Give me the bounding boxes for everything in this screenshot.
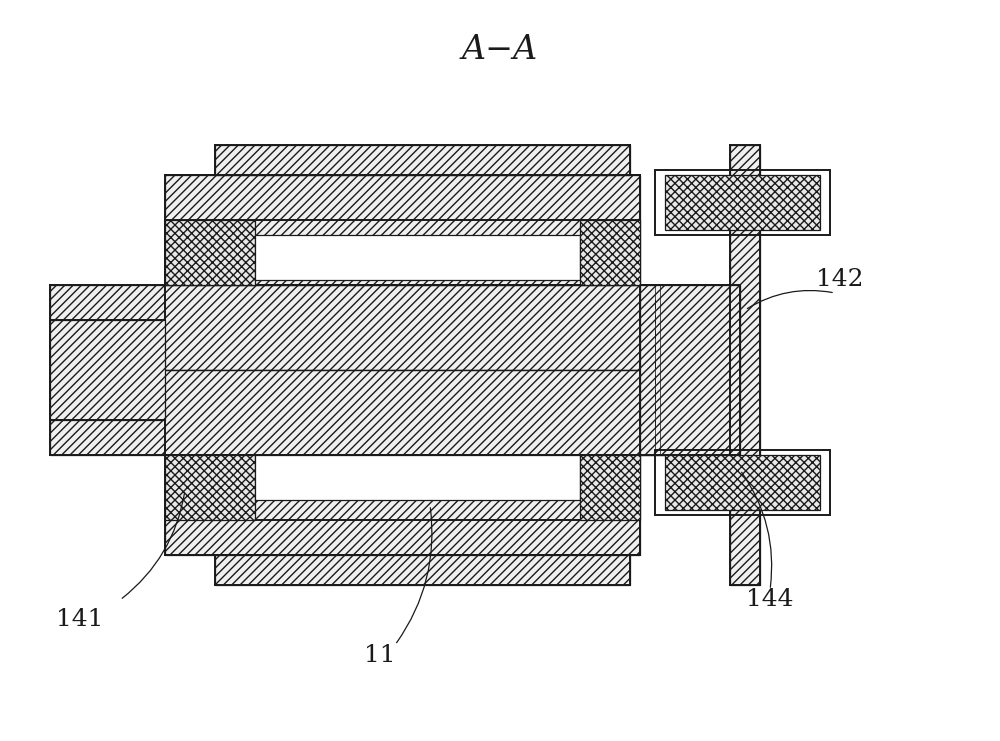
Bar <box>165 455 640 555</box>
Bar <box>50 370 730 455</box>
Bar <box>50 320 165 420</box>
Bar <box>215 555 630 585</box>
Bar <box>730 145 760 585</box>
Bar <box>665 175 820 230</box>
Bar <box>580 455 640 520</box>
Bar <box>640 285 740 455</box>
Bar <box>165 455 255 520</box>
Bar <box>665 455 820 510</box>
Bar <box>255 235 580 280</box>
Bar <box>165 220 255 285</box>
Text: A−A: A−A <box>462 34 538 66</box>
Bar <box>255 455 580 500</box>
Bar <box>580 220 640 285</box>
Text: 11: 11 <box>364 643 396 666</box>
Text: 144: 144 <box>746 588 794 611</box>
Bar <box>655 450 830 515</box>
Bar <box>165 175 640 285</box>
Bar <box>50 285 730 370</box>
Text: 142: 142 <box>816 268 864 291</box>
Text: 141: 141 <box>56 608 104 631</box>
Bar <box>655 170 830 235</box>
Bar <box>215 145 630 175</box>
